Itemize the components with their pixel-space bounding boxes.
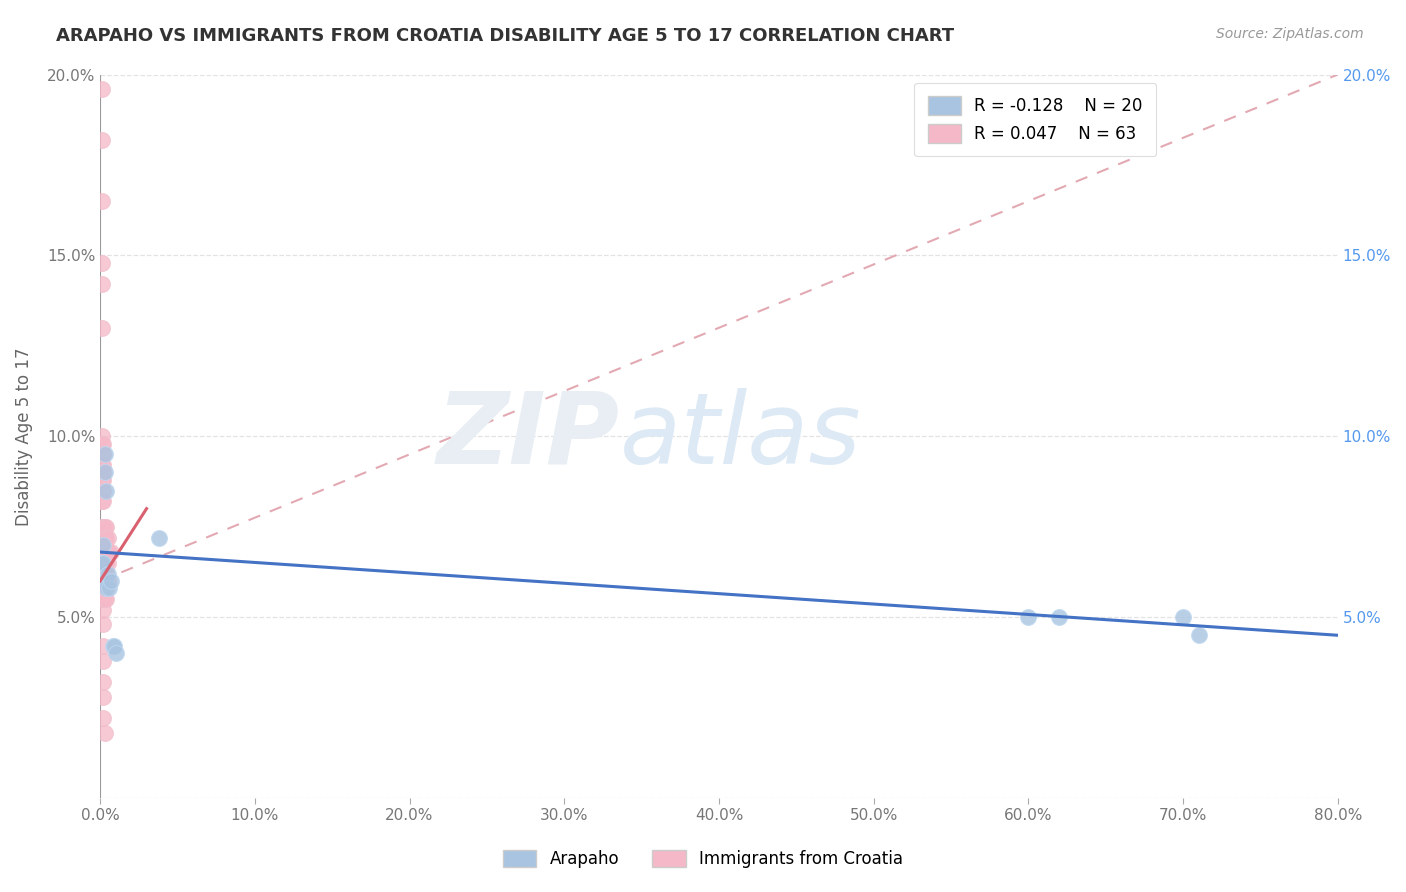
Point (90, 545, 112, 559)
Point (96, 581, 118, 595)
Point (1047, 610, 1070, 624)
Point (97, 556, 120, 570)
Point (97, 545, 120, 559)
Point (103, 639, 125, 653)
Point (90, 458, 112, 473)
Point (104, 646, 127, 660)
Point (90, 556, 112, 570)
Point (148, 531, 170, 545)
Point (91, 675, 114, 690)
Point (91, 566, 114, 581)
Point (96, 566, 118, 581)
Point (90, 483, 112, 498)
Point (94, 574, 117, 588)
Point (90, 255, 112, 269)
Point (90, 133, 112, 147)
Point (90, 194, 112, 208)
Point (90, 520, 112, 534)
Point (96, 483, 118, 498)
Point (1017, 610, 1039, 624)
Point (90, 436, 112, 450)
Point (90, 320, 112, 334)
Point (90, 531, 112, 545)
Point (91, 574, 114, 588)
Point (91, 603, 114, 617)
Point (91, 520, 114, 534)
Point (90, 277, 112, 292)
Point (94, 556, 117, 570)
Point (91, 436, 114, 450)
Point (101, 639, 124, 653)
Y-axis label: Disability Age 5 to 17: Disability Age 5 to 17 (15, 347, 32, 525)
Point (91, 617, 114, 632)
Point (96, 531, 118, 545)
Point (98, 545, 121, 559)
Point (100, 545, 122, 559)
Text: ZIP: ZIP (437, 388, 620, 484)
Point (91, 466, 114, 480)
Point (94, 566, 117, 581)
Point (90, 574, 112, 588)
Point (96, 545, 118, 559)
Point (91, 690, 114, 704)
Point (97, 566, 120, 581)
Point (91, 494, 114, 508)
Point (90, 447, 112, 461)
Point (94, 531, 117, 545)
Point (96, 581, 118, 595)
Point (94, 447, 117, 461)
Point (96, 574, 118, 588)
Point (91, 581, 114, 595)
Point (96, 592, 118, 607)
Point (94, 520, 117, 534)
Point (91, 639, 114, 653)
Point (97, 574, 120, 588)
Point (91, 556, 114, 570)
Point (97, 531, 120, 545)
Point (90, 466, 112, 480)
Point (91, 538, 114, 552)
Point (94, 574, 117, 588)
Legend: R = -0.128    N = 20, R = 0.047    N = 63: R = -0.128 N = 20, R = 0.047 N = 63 (914, 83, 1156, 156)
Point (91, 556, 114, 570)
Point (96, 556, 118, 570)
Point (91, 458, 114, 473)
Point (98, 581, 121, 595)
Point (1171, 610, 1194, 624)
Point (90, 82, 112, 96)
Point (94, 581, 117, 595)
Point (91, 654, 114, 668)
Point (91, 711, 114, 725)
Point (91, 447, 114, 461)
Point (90, 494, 112, 508)
Text: ARAPAHO VS IMMIGRANTS FROM CROATIA DISABILITY AGE 5 TO 17 CORRELATION CHART: ARAPAHO VS IMMIGRANTS FROM CROATIA DISAB… (56, 27, 955, 45)
Legend: Arapaho, Immigrants from Croatia: Arapaho, Immigrants from Croatia (496, 843, 910, 875)
Point (91, 473, 114, 487)
Point (94, 592, 117, 607)
Point (100, 574, 122, 588)
Point (91, 592, 114, 607)
Point (94, 466, 117, 480)
Point (90, 473, 112, 487)
Text: Source: ZipAtlas.com: Source: ZipAtlas.com (1216, 27, 1364, 41)
Point (94, 545, 117, 559)
Point (94, 726, 117, 740)
Point (91, 483, 114, 498)
Text: atlas: atlas (620, 388, 862, 484)
Point (90, 429, 112, 443)
Point (96, 520, 118, 534)
Point (1187, 628, 1209, 642)
Point (91, 545, 114, 559)
Point (91, 531, 114, 545)
Point (90, 556, 112, 570)
